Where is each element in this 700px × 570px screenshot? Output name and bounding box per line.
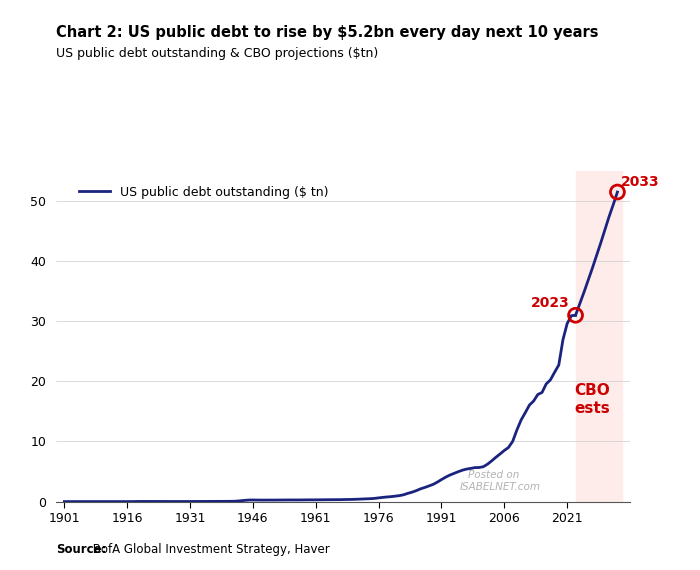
Text: Source:: Source: [56,543,106,556]
Point [570,311,581,320]
Text: 2023: 2023 [531,296,569,311]
Text: Chart 2: US public debt to rise by $5.2bn every day next 10 years: Chart 2: US public debt to rise by $5.2b… [56,25,598,40]
Text: ISABELNET.com: ISABELNET.com [460,482,540,491]
Text: US public debt outstanding & CBO projections ($tn): US public debt outstanding & CBO project… [56,47,378,60]
Text: Posted on: Posted on [468,470,519,479]
Text: CBO
ests: CBO ests [575,383,610,416]
Text: BofA Global Investment Strategy, Haver: BofA Global Investment Strategy, Haver [89,543,330,556]
Point [612,188,623,197]
Legend: US public debt outstanding ($ tn): US public debt outstanding ($ tn) [74,181,333,203]
Text: 2033: 2033 [621,175,659,189]
Bar [575,171,622,502]
